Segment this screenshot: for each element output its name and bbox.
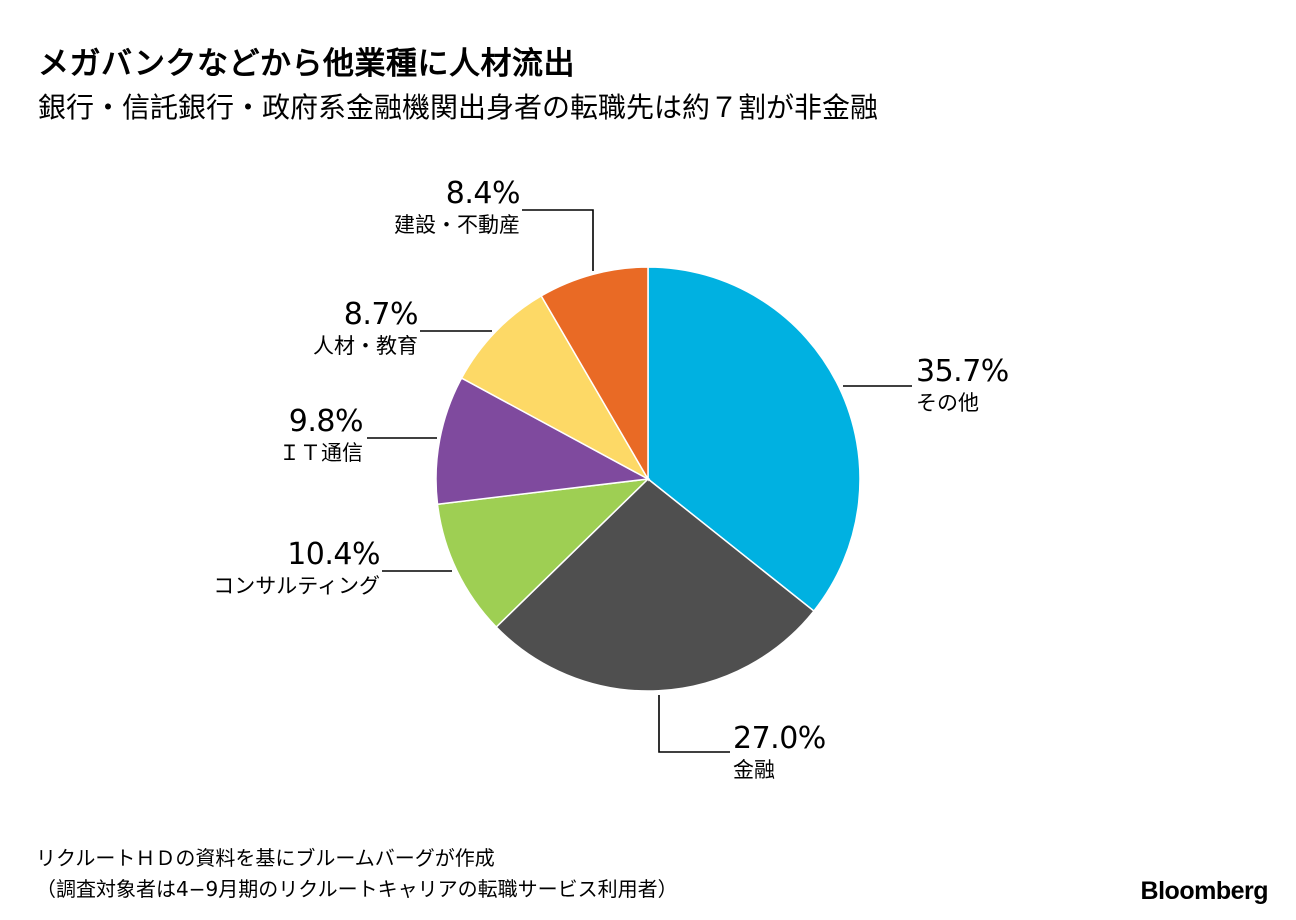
leader-line-5	[522, 209, 594, 271]
slice-value-label-5: 8.4%	[446, 176, 520, 211]
slice-value-label-1: 27.0%	[733, 721, 826, 756]
source-line-1: リクルートＨＤの資料を基にブルームバーグが作成	[36, 846, 495, 870]
pie-slice-4	[460, 294, 650, 481]
slice-category-label-0: その他	[916, 391, 979, 415]
source-line-2: （調査対象者は4−9月期のリクルートキャリアの転職サービス利用者）	[36, 877, 678, 901]
slice-value-label-4: 8.7%	[344, 297, 418, 332]
slice-category-label-2: コンサルティング	[213, 574, 380, 598]
pie-slice-2	[436, 477, 651, 629]
slice-category-label-1: 金融	[733, 758, 775, 782]
pie-slice-5	[540, 266, 649, 482]
chart-title: メガバンクなどから他業種に人材流出	[38, 46, 576, 82]
pie-slice-0	[647, 266, 861, 613]
slice-value-label-0: 35.7%	[916, 354, 1009, 389]
slice-category-label-5: 建設・不動産	[394, 213, 520, 237]
source-note: リクルートＨＤの資料を基にブルームバーグが作成 （調査対象者は4−9月期のリクル…	[36, 843, 678, 905]
leader-line-1	[658, 695, 730, 753]
pie-slice-3	[435, 377, 651, 506]
slice-value-label-2: 10.4%	[287, 537, 380, 572]
pie-slice-1	[495, 478, 815, 692]
bloomberg-logo: Bloomberg	[1140, 877, 1269, 905]
slice-category-label-3: ＩＴ通信	[279, 441, 363, 465]
chart-subtitle: 銀行・信託銀行・政府系金融機関出身者の転職先は約７割が非金融	[38, 91, 879, 124]
slice-value-label-3: 9.8%	[289, 404, 363, 439]
slice-category-label-4: 人材・教育	[313, 334, 418, 358]
